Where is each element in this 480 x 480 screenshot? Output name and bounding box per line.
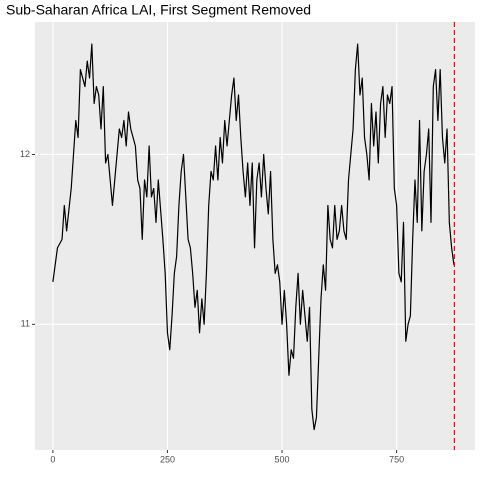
x-tick-label: 500 <box>275 454 290 464</box>
x-tick-label: 0 <box>50 454 55 464</box>
y-tick-label: 11 <box>21 319 30 329</box>
x-tick-label: 250 <box>160 454 175 464</box>
y-tick-label: 12 <box>20 149 30 159</box>
line <box>52 43 455 431</box>
x-tick-label: 750 <box>389 454 404 464</box>
chart-title: Sub-Saharan Africa LAI, First Segment Re… <box>6 2 311 18</box>
